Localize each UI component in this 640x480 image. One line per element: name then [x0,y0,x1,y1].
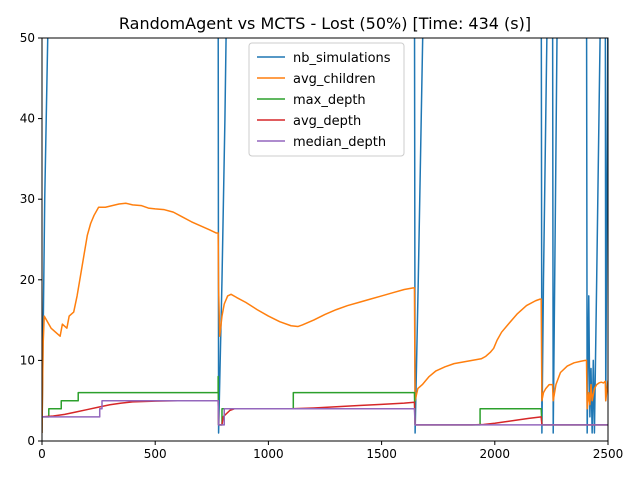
y-tick-label: 50 [20,31,35,45]
x-tick-label: 0 [38,447,46,461]
series-layer [42,38,608,434]
x-tick-label: 2000 [480,447,511,461]
x-tick-label: 1500 [366,447,397,461]
series-line-avg-children [42,202,608,433]
y-tick-label: 20 [20,273,35,287]
legend-label: avg_children [293,72,376,87]
legend: nb_simulations avg_children max_depth avg_d… [248,42,405,157]
x-tick-label: 500 [144,447,167,461]
x-tick-label: 1000 [253,447,284,461]
plot-frame [41,37,609,442]
legend-label: avg_depth [293,114,361,129]
axes-layer: 0 500 1000 1500 2000 2500 0 10 20 30 40 50 [20,31,624,461]
legend-label: max_depth [293,93,366,108]
y-tick-label: 10 [20,353,35,367]
legend-label: median_depth [293,135,386,150]
y-tick-label: 30 [20,192,35,206]
series-line-nb-simulations [42,38,608,434]
legend-box [248,42,405,157]
x-tick-label: 2500 [593,447,624,461]
series-line-median-depth [42,399,608,426]
y-tick-label: 0 [27,434,35,448]
legend-label: nb_simulations [293,51,391,66]
chart-title: RandomAgent vs MCTS - Lost (50%) [Time: … [119,14,531,33]
y-tick-label: 40 [20,112,35,126]
